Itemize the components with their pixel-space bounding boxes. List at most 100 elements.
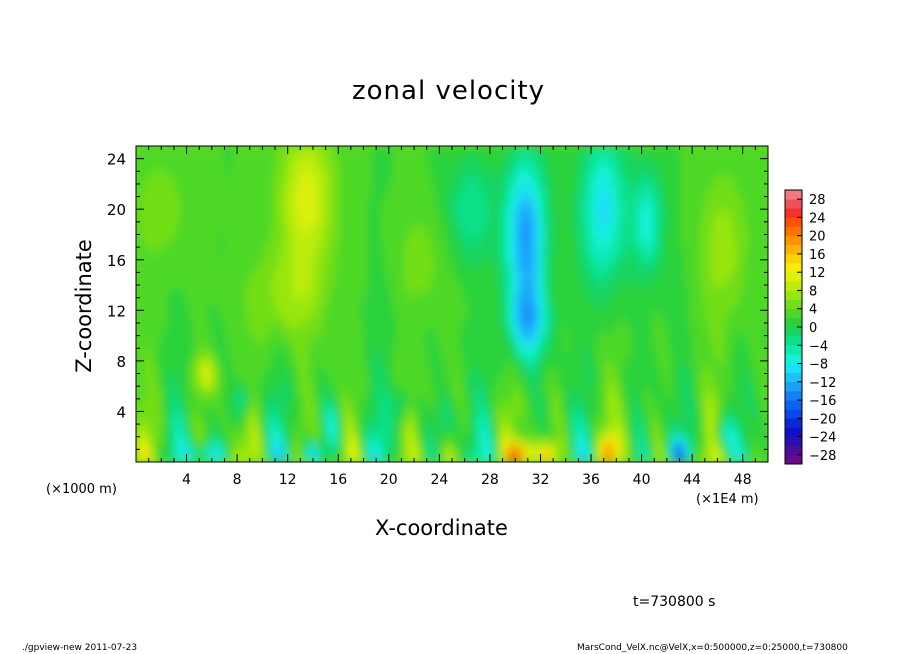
heatmap-cell bbox=[196, 386, 201, 393]
heatmap-cell bbox=[288, 271, 293, 278]
heatmap-cell bbox=[192, 146, 197, 152]
heatmap-cell bbox=[384, 261, 389, 267]
heatmap-cell bbox=[188, 306, 193, 313]
heatmap-cell bbox=[340, 401, 345, 408]
heatmap-cell bbox=[168, 321, 173, 328]
heatmap-cell bbox=[352, 376, 357, 383]
heatmap-cell bbox=[424, 291, 429, 298]
heatmap-cell bbox=[308, 306, 313, 313]
heatmap-cell bbox=[256, 236, 261, 242]
heatmap-cell bbox=[204, 241, 209, 247]
heatmap-cell bbox=[224, 226, 229, 232]
heatmap-cell bbox=[372, 366, 377, 373]
heatmap-cell bbox=[232, 161, 237, 167]
heatmap-cell bbox=[304, 241, 309, 247]
heatmap-cell bbox=[348, 401, 353, 408]
heatmap-cell bbox=[220, 371, 225, 378]
heatmap-cell bbox=[192, 246, 197, 252]
heatmap-cell bbox=[296, 441, 301, 448]
heatmap-cell bbox=[216, 176, 221, 182]
heatmap-cell bbox=[140, 161, 145, 167]
heatmap-cell bbox=[304, 281, 309, 288]
heatmap-cell bbox=[380, 171, 385, 177]
heatmap-cell bbox=[376, 451, 381, 458]
heatmap-cell bbox=[252, 326, 257, 333]
heatmap-cell bbox=[272, 271, 277, 278]
heatmap-cell bbox=[388, 236, 393, 242]
heatmap-cell bbox=[272, 316, 277, 323]
heatmap-cell bbox=[224, 191, 229, 197]
heatmap-cell bbox=[368, 336, 373, 343]
heatmap-cell bbox=[328, 266, 333, 272]
heatmap-cell bbox=[200, 241, 205, 247]
heatmap-cell bbox=[260, 326, 265, 333]
heatmap-cell bbox=[340, 196, 345, 202]
heatmap-cell bbox=[136, 346, 141, 353]
heatmap-cell bbox=[320, 381, 325, 388]
heatmap-cell bbox=[424, 266, 429, 272]
heatmap-cell bbox=[328, 316, 333, 323]
heatmap-cell bbox=[256, 176, 261, 182]
heatmap-cell bbox=[236, 381, 241, 388]
heatmap-cell bbox=[364, 216, 369, 222]
heatmap-cell bbox=[384, 286, 389, 293]
heatmap-cell bbox=[392, 346, 397, 353]
heatmap-cell bbox=[424, 181, 429, 187]
heatmap-cell bbox=[232, 271, 237, 278]
heatmap-cell bbox=[136, 271, 141, 278]
heatmap-cell bbox=[300, 316, 305, 323]
heatmap-cell bbox=[448, 201, 453, 207]
heatmap-cell bbox=[288, 181, 293, 187]
heatmap-cell bbox=[188, 346, 193, 353]
heatmap-cell bbox=[244, 226, 249, 232]
heatmap-cell bbox=[248, 331, 253, 338]
heatmap-cell bbox=[284, 251, 289, 257]
heatmap-cell bbox=[316, 146, 321, 152]
heatmap-cell bbox=[280, 381, 285, 388]
heatmap-cell bbox=[316, 346, 321, 353]
heatmap-cell bbox=[440, 346, 445, 353]
heatmap-cell bbox=[236, 296, 241, 303]
heatmap-cell bbox=[136, 351, 141, 358]
heatmap-cell bbox=[356, 146, 361, 152]
heatmap-cell bbox=[296, 296, 301, 303]
heatmap-cell bbox=[404, 206, 409, 212]
heatmap-cell bbox=[164, 351, 169, 358]
heatmap-cell bbox=[392, 351, 397, 358]
heatmap-cell bbox=[140, 431, 145, 438]
heatmap-cell bbox=[380, 191, 385, 197]
heatmap-cell bbox=[304, 261, 309, 267]
heatmap-cell bbox=[300, 221, 305, 227]
heatmap-cell bbox=[408, 281, 413, 288]
heatmap-cell bbox=[408, 146, 413, 152]
heatmap-cell bbox=[332, 301, 337, 308]
heatmap-cell bbox=[440, 376, 445, 383]
heatmap-cell bbox=[348, 446, 353, 453]
heatmap-cell bbox=[388, 286, 393, 293]
heatmap-cell bbox=[340, 146, 345, 152]
heatmap-cell bbox=[204, 216, 209, 222]
heatmap-cell bbox=[364, 401, 369, 408]
heatmap-cell bbox=[180, 246, 185, 252]
heatmap-cell bbox=[364, 351, 369, 358]
heatmap-cell bbox=[368, 296, 373, 303]
heatmap-cell bbox=[396, 196, 401, 202]
heatmap-cell bbox=[308, 456, 313, 462]
heatmap-cell bbox=[228, 346, 233, 353]
heatmap-cell bbox=[328, 431, 333, 438]
heatmap-cell bbox=[312, 271, 317, 278]
heatmap-cell bbox=[280, 426, 285, 433]
heatmap-cell bbox=[360, 366, 365, 373]
heatmap-cell bbox=[216, 311, 221, 318]
heatmap-cell bbox=[396, 406, 401, 413]
heatmap-cell bbox=[200, 346, 205, 353]
heatmap-cell bbox=[248, 451, 253, 458]
heatmap-cell bbox=[272, 421, 277, 428]
heatmap-cell bbox=[416, 356, 421, 363]
heatmap-cell bbox=[284, 406, 289, 413]
heatmap-cell bbox=[396, 361, 401, 368]
heatmap-cell bbox=[448, 326, 453, 333]
heatmap-cell bbox=[276, 241, 281, 247]
heatmap-cell bbox=[424, 251, 429, 257]
heatmap-cell bbox=[372, 356, 377, 363]
